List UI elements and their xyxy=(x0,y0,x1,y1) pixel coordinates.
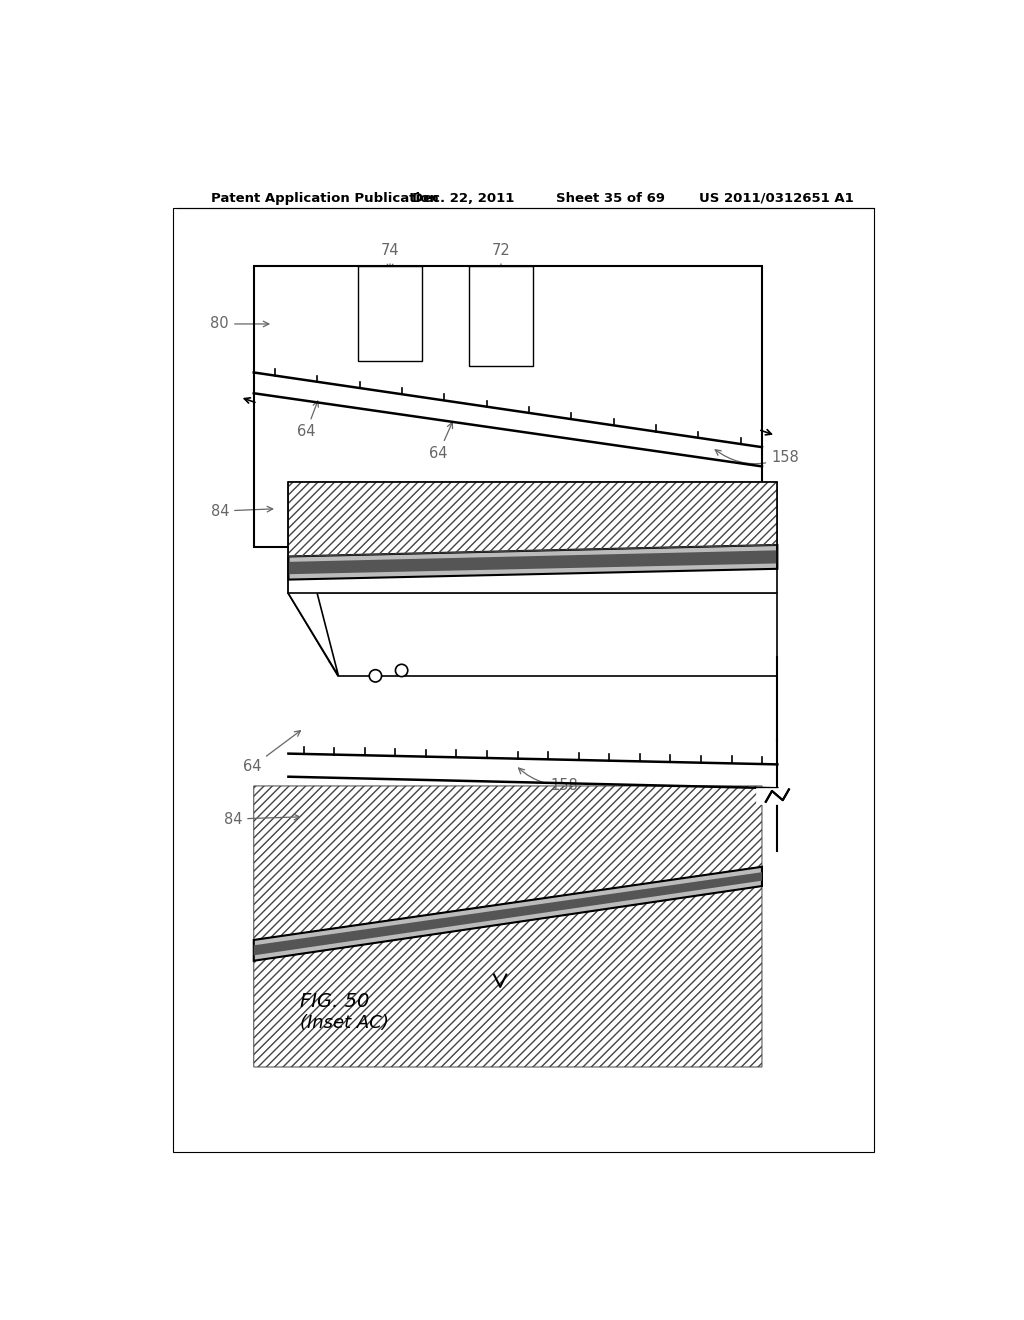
Text: 64: 64 xyxy=(429,422,453,461)
Text: 80: 80 xyxy=(211,317,269,331)
Text: 72: 72 xyxy=(492,243,510,272)
Text: 84: 84 xyxy=(223,812,300,826)
Polygon shape xyxy=(254,873,762,956)
Polygon shape xyxy=(254,785,762,940)
Bar xyxy=(469,267,534,367)
Circle shape xyxy=(395,664,408,677)
Text: 150: 150 xyxy=(326,651,368,673)
Text: 158: 158 xyxy=(715,450,799,465)
Bar xyxy=(254,267,762,548)
Text: (Inset AC): (Inset AC) xyxy=(300,1014,389,1032)
Bar xyxy=(173,209,873,1151)
Polygon shape xyxy=(289,482,339,676)
Polygon shape xyxy=(289,569,777,594)
Polygon shape xyxy=(289,545,777,579)
Polygon shape xyxy=(254,886,762,1067)
Polygon shape xyxy=(289,594,777,676)
Text: FIG. 50: FIG. 50 xyxy=(300,993,370,1011)
Text: 84: 84 xyxy=(211,503,272,519)
Circle shape xyxy=(370,669,382,682)
Text: (Inset AC): (Inset AC) xyxy=(464,587,552,605)
Text: Sheet 35 of 69: Sheet 35 of 69 xyxy=(556,191,666,205)
Polygon shape xyxy=(254,867,762,961)
Text: 64: 64 xyxy=(243,731,300,775)
Text: US 2011/0312651 A1: US 2011/0312651 A1 xyxy=(698,191,854,205)
Text: 158: 158 xyxy=(518,768,578,793)
Polygon shape xyxy=(289,482,777,557)
Text: 74: 74 xyxy=(381,243,399,269)
Text: 151: 151 xyxy=(409,642,441,663)
Text: FIG. 49: FIG. 49 xyxy=(473,565,543,583)
Text: Dec. 22, 2011: Dec. 22, 2011 xyxy=(412,191,514,205)
Text: 64: 64 xyxy=(297,401,318,440)
Text: Patent Application Publication: Patent Application Publication xyxy=(211,191,439,205)
Bar xyxy=(357,267,422,360)
Polygon shape xyxy=(289,550,777,574)
